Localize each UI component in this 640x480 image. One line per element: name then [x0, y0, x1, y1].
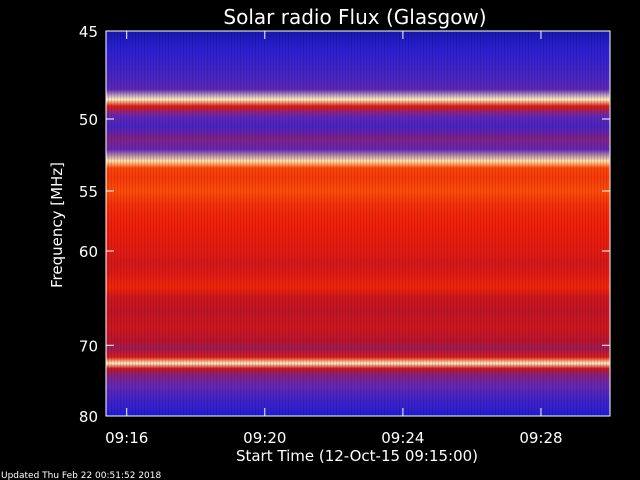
x-axis-label: Start Time (12-Oct-15 09:15:00) [236, 447, 478, 465]
x-axis: 09:16 09:20 09:24 09:28 [105, 31, 563, 447]
updated-timestamp: Updated Thu Feb 22 00:51:52 2018 [1, 471, 162, 480]
y-tick-label: 60 [79, 243, 98, 261]
plot-frame [105, 30, 611, 417]
x-tick-label: 09:16 [105, 429, 148, 447]
x-tick-label: 09:28 [519, 429, 562, 447]
y-tick-label: 50 [79, 111, 98, 129]
x-tick-label: 09:20 [243, 429, 286, 447]
y-tick-label: 45 [79, 23, 98, 41]
plot-area [105, 30, 611, 417]
y-tick-label: 80 [79, 408, 98, 426]
x-tick-label: 09:24 [381, 429, 424, 447]
y-axis-label: Frequency [MHz] [48, 162, 66, 288]
y-tick-label: 55 [79, 183, 98, 201]
y-axis: 45 50 55 60 70 80 [79, 23, 610, 426]
time-striations [106, 31, 610, 416]
chart-title: Solar radio Flux (Glasgow) [223, 5, 486, 29]
y-tick-label: 70 [79, 337, 98, 355]
